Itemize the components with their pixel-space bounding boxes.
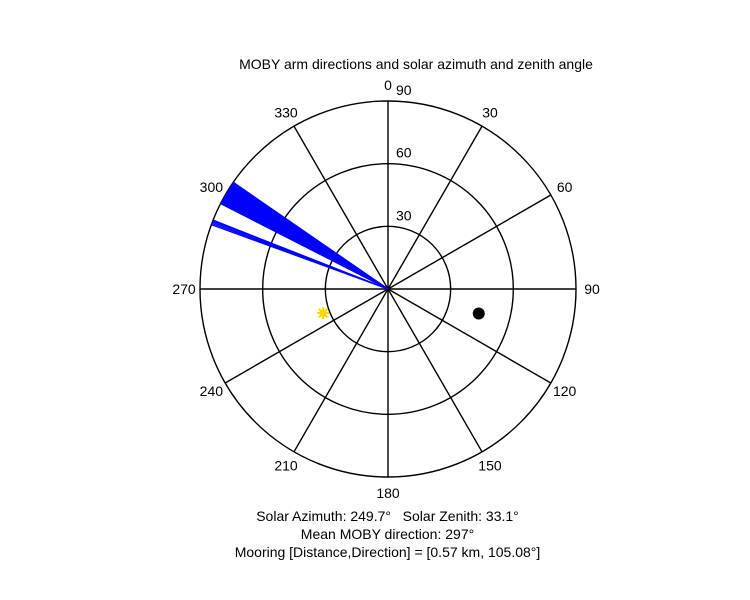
mooring-marker (472, 307, 485, 320)
radial-tick-label: 60 (396, 145, 412, 161)
angle-tick-label: 270 (172, 281, 196, 297)
angle-tick-label: 180 (376, 485, 400, 501)
solar-azimuth-text: Solar Azimuth: 249.7° (256, 508, 391, 524)
mean-direction-text: Mean MOBY direction: 297° (300, 526, 475, 542)
angle-tick-label: 90 (584, 281, 600, 297)
tick-labels: 0 30 60 90 120 150 180 210 240 270 300 330 30 60 90 (172, 77, 600, 501)
angle-tick-label: 30 (482, 104, 498, 120)
moby-arm-line (232, 181, 389, 290)
angle-tick-label: 0 (384, 77, 392, 93)
sun-dot (319, 309, 327, 317)
angle-tick-label: 330 (274, 104, 298, 120)
angle-tick-label: 240 (200, 383, 224, 399)
angle-tick-label: 120 (553, 383, 577, 399)
moby-arm-line (212, 219, 389, 290)
data-layer (211, 181, 485, 320)
solar-zenith-text: Solar Zenith: 33.1° (402, 508, 519, 524)
sun-marker (317, 306, 330, 319)
solar-info-line: Solar Azimuth: 249.7° Solar Zenith: 33.1… (0, 508, 750, 524)
angle-tick-label: 60 (557, 179, 573, 195)
radial-tick-label: 90 (396, 82, 412, 98)
angle-tick-label: 210 (274, 458, 298, 474)
mooring-text: Mooring [Distance,Direction] = [0.57 km,… (234, 544, 541, 560)
chart-title: MOBY arm directions and solar azimuth an… (239, 56, 593, 72)
angle-tick-label: 300 (200, 179, 224, 195)
radial-tick-label: 30 (396, 207, 412, 223)
angle-tick-label: 150 (478, 458, 502, 474)
